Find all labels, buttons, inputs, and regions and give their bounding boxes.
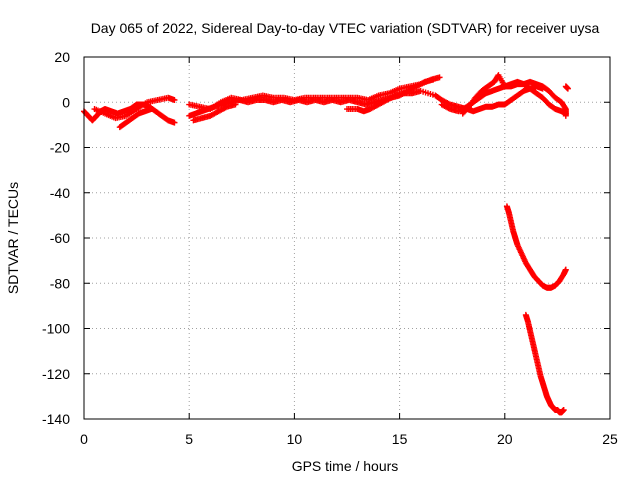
data-point bbox=[232, 101, 239, 108]
y-axis-label: SDTVAR / TECUs bbox=[5, 182, 21, 294]
y-tick-label: -140 bbox=[42, 411, 70, 427]
data-point bbox=[562, 266, 569, 273]
data-point bbox=[436, 74, 443, 81]
data-point bbox=[171, 119, 178, 126]
y-tick-label: -40 bbox=[50, 185, 70, 201]
y-tick-label: -20 bbox=[50, 140, 70, 156]
y-tick-label: -100 bbox=[42, 321, 70, 337]
axis-ticks: 0 5 10 15 20 25 20 0 -20 -40 -60 -80 -100 -120 -140 bbox=[42, 49, 618, 447]
x-tick-label: 0 bbox=[80, 431, 88, 447]
y-tick-label: -60 bbox=[50, 230, 70, 246]
data-point bbox=[148, 106, 155, 113]
x-tick-label: 20 bbox=[497, 431, 513, 447]
data-point bbox=[171, 96, 178, 103]
x-tick-label: 10 bbox=[287, 431, 303, 447]
data-point bbox=[562, 110, 569, 117]
y-tick-label: -120 bbox=[42, 366, 70, 382]
series-2 bbox=[522, 311, 567, 416]
series-0 bbox=[81, 72, 571, 131]
y-tick-label: -80 bbox=[50, 275, 70, 291]
data-points bbox=[81, 72, 571, 416]
x-tick-label: 25 bbox=[602, 431, 618, 447]
data-point bbox=[560, 406, 567, 413]
chart-title: Day 065 of 2022, Sidereal Day-to-day VTE… bbox=[91, 20, 600, 36]
x-tick-label: 5 bbox=[185, 431, 193, 447]
data-point bbox=[564, 85, 571, 92]
x-axis-label: GPS time / hours bbox=[292, 458, 399, 474]
x-tick-label: 15 bbox=[392, 431, 408, 447]
y-tick-label: 20 bbox=[54, 49, 70, 65]
y-tick-label: 0 bbox=[62, 94, 70, 110]
series-1 bbox=[503, 203, 569, 291]
